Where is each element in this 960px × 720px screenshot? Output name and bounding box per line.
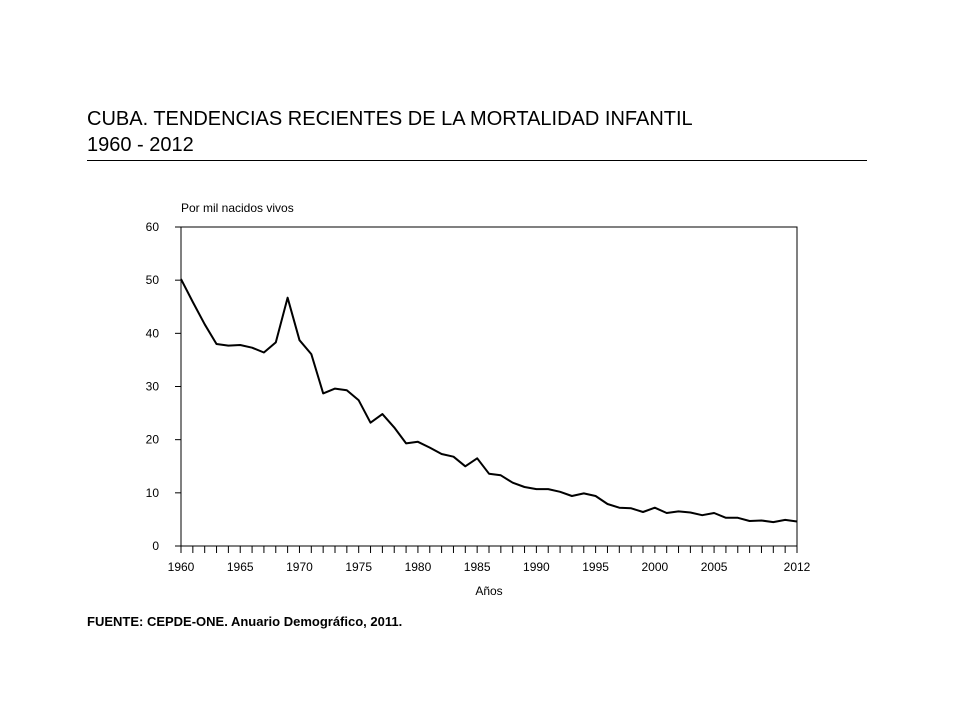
x-tick-label: 2000: [641, 560, 668, 574]
page-title: CUBA. TENDENCIAS RECIENTES DE LA MORTALI…: [87, 106, 693, 158]
x-tick-label: 1965: [227, 560, 254, 574]
y-tick-label: 50: [146, 273, 160, 287]
y-tick-label: 20: [146, 433, 160, 447]
y-tick-label: 0: [152, 539, 159, 553]
x-tick-label: 1960: [168, 560, 195, 574]
x-tick-label: 2005: [701, 560, 728, 574]
series-points: [180, 278, 798, 523]
x-tick-label: 1980: [405, 560, 432, 574]
x-axis-title: Años: [475, 584, 502, 598]
y-tick-label: 10: [146, 486, 160, 500]
source-note: FUENTE: CEPDE-ONE. Anuario Demográfico, …: [87, 614, 403, 629]
x-tick-label: 1975: [345, 560, 372, 574]
page-title-line-2: 1960 - 2012: [87, 134, 194, 156]
y-tick-label: 40: [146, 326, 160, 340]
series-line: [180, 278, 798, 524]
title-divider: [87, 160, 867, 161]
plot-frame: [180, 226, 798, 547]
x-tick-label: 1990: [523, 560, 550, 574]
page-title-line-1: CUBA. TENDENCIAS RECIENTES DE LA MORTALI…: [87, 108, 693, 130]
y-tick-label: 30: [146, 380, 160, 394]
x-tick-label: 1985: [464, 560, 491, 574]
axis-ticks: [175, 226, 798, 553]
x-tick-label: 2012: [784, 560, 811, 574]
axis-tick-labels: 0 10 20 30 40 50 60 1960 1965 1970 1975 1980 1985 199…: [146, 220, 811, 574]
x-tick-label: 1970: [286, 560, 313, 574]
y-tick-label: 60: [146, 220, 160, 234]
x-tick-label: 1995: [582, 560, 609, 574]
y-axis-title: Por mil nacidos vivos: [181, 201, 294, 215]
